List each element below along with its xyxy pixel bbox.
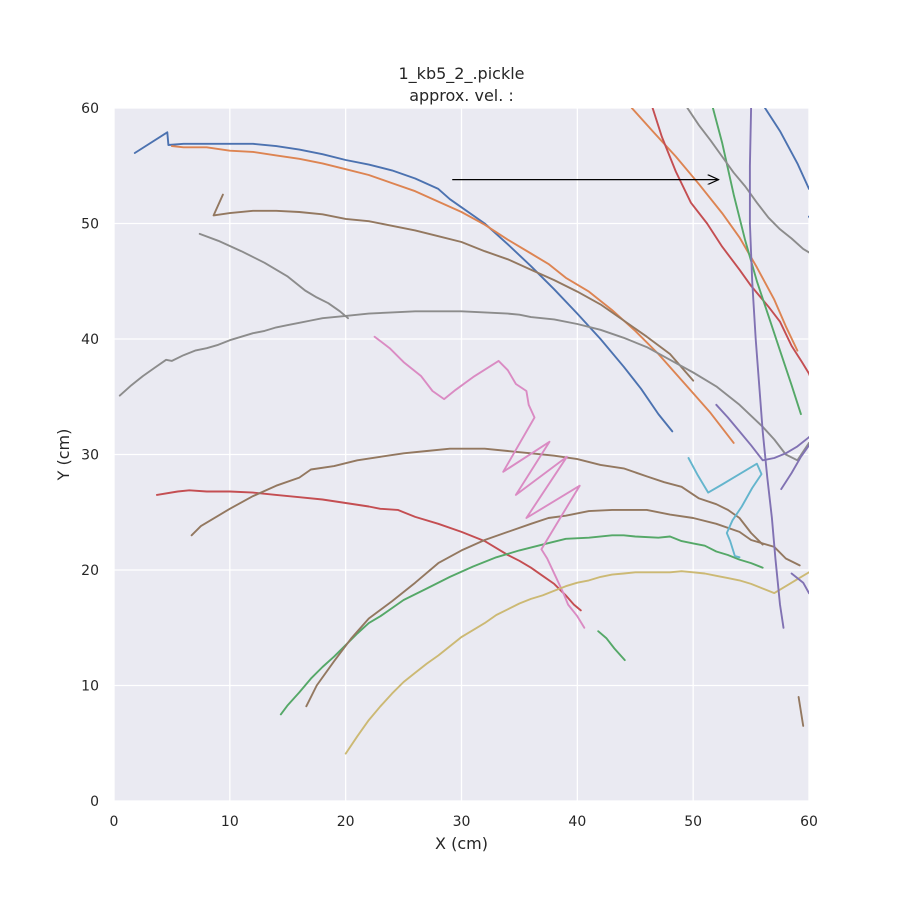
grid-lines	[113, 107, 810, 802]
trajectory-line-13	[305, 508, 801, 708]
x-tick-label: 60	[800, 814, 818, 830]
trajectory-line-16	[686, 108, 809, 254]
trajectory-line-17	[198, 232, 349, 320]
trajectory-line-24	[790, 572, 809, 595]
trajectory-line-9	[279, 534, 764, 716]
x-tick-label: 40	[568, 814, 586, 830]
y-axis-label: Y (cm)	[54, 429, 73, 482]
trajectory-line-12	[190, 447, 764, 546]
trajectory-line-1	[133, 131, 674, 433]
series-layer	[118, 108, 809, 755]
trajectory-line-23	[780, 444, 809, 491]
chart-title: 1_kb5_2_.pickle	[399, 64, 525, 84]
y-tick-label: 20	[81, 563, 99, 579]
trajectory-line-14	[797, 696, 805, 727]
y-tick-label: 40	[81, 332, 99, 348]
y-tick-label: 10	[81, 679, 99, 695]
trajectory-line-6	[651, 108, 809, 377]
trajectory-line-21	[748, 108, 785, 629]
trajectory-line-18	[118, 310, 809, 462]
x-tick-label: 20	[337, 814, 355, 830]
x-tick-label: 30	[453, 814, 471, 830]
trajectory-line-2	[764, 108, 809, 190]
x-tick-label: 10	[221, 814, 239, 830]
y-tick-label: 30	[81, 448, 99, 464]
x-tick-labels: 0 10 20 30 40 50 60	[110, 814, 818, 830]
y-tick-label: 60	[81, 101, 99, 117]
trajectory-line-11	[212, 193, 695, 382]
trajectory-line-7	[155, 489, 582, 612]
trajectory-line-8	[711, 108, 802, 416]
trajectory-line-4	[170, 145, 735, 444]
trajectory-line-22	[715, 403, 809, 462]
chart-subtitle: approx. vel. :	[409, 86, 514, 105]
trajectory-line-10	[597, 630, 626, 662]
trajectory-line-19	[344, 570, 809, 755]
x-tick-label: 50	[684, 814, 702, 830]
x-tick-label: 0	[110, 814, 119, 830]
trajectory-line-20	[687, 457, 763, 559]
y-tick-labels: 0 10 20 30 40 50 60	[81, 101, 99, 810]
x-axis-label: X (cm)	[435, 834, 488, 853]
trajectory-line-15	[373, 335, 586, 629]
y-tick-label: 0	[90, 794, 99, 810]
trajectory-line-3	[808, 215, 809, 219]
y-tick-label: 50	[81, 217, 99, 233]
